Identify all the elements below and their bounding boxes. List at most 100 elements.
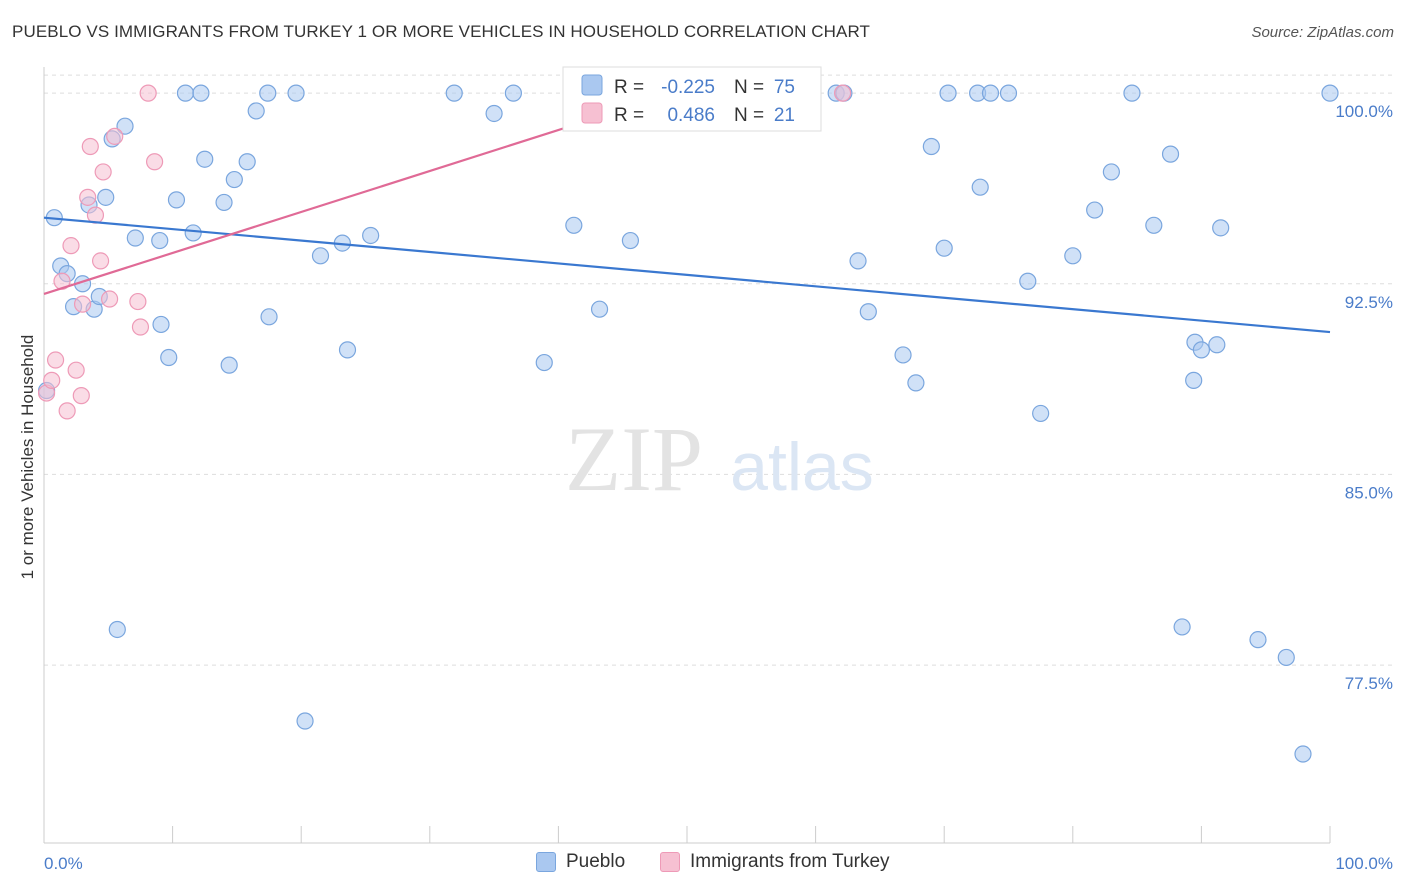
pueblo-point bbox=[535, 353, 553, 372]
pueblo-point bbox=[1208, 336, 1226, 354]
pueblo-point bbox=[1064, 247, 1082, 265]
legend-label: Immigrants from Turkey bbox=[690, 851, 890, 872]
pueblo-point bbox=[922, 137, 940, 156]
x-tick-label: 0.0% bbox=[44, 854, 83, 873]
y-tick-label: 92.5% bbox=[1345, 293, 1393, 312]
source-label: Source: ZipAtlas.com bbox=[1251, 24, 1394, 41]
pueblo-point bbox=[849, 252, 867, 270]
pueblo-point bbox=[1032, 404, 1050, 423]
chart-title: PUEBLO VS IMMIGRANTS FROM TURKEY 1 OR MO… bbox=[12, 22, 871, 41]
watermark-atlas: atlas bbox=[730, 429, 874, 505]
pueblo-point bbox=[152, 315, 170, 334]
pueblo-trend-line bbox=[43, 216, 1331, 334]
stats-n-value: 21 bbox=[774, 105, 795, 126]
pueblo-point bbox=[259, 84, 277, 102]
pueblo-point bbox=[296, 712, 314, 730]
pueblo-point bbox=[859, 303, 877, 321]
pueblo-point bbox=[1145, 216, 1163, 234]
pueblo-point bbox=[981, 84, 1000, 102]
y-tick-label: 85.0% bbox=[1345, 483, 1393, 502]
legend-item-turkey[interactable]: Immigrants from Turkey bbox=[660, 851, 890, 873]
stats-box-frame bbox=[562, 66, 822, 132]
pueblo-point bbox=[445, 84, 463, 102]
turkey-point bbox=[46, 351, 65, 369]
stats-box: R = -0.225 N = 75 R = 0.486 N = 21 bbox=[562, 66, 822, 132]
turkey-point bbox=[131, 318, 150, 336]
pueblo-point bbox=[97, 188, 115, 206]
pueblo-point bbox=[1123, 84, 1141, 102]
pueblo-point bbox=[225, 170, 243, 189]
pueblo-point bbox=[1019, 272, 1037, 290]
turkey-point bbox=[79, 188, 97, 206]
pueblo-point bbox=[151, 231, 169, 250]
pueblo-point bbox=[108, 620, 126, 639]
turkey-point bbox=[94, 163, 112, 181]
stats-swatch-turkey bbox=[581, 102, 603, 124]
stats-n-label: N = bbox=[734, 105, 764, 126]
pueblo-point bbox=[1192, 341, 1211, 359]
pueblo-point bbox=[894, 346, 912, 364]
stats-r-label: R = bbox=[614, 105, 644, 126]
pueblo-point bbox=[196, 150, 214, 168]
turkey-point bbox=[834, 84, 852, 102]
legend-item-pueblo[interactable]: Pueblo bbox=[536, 851, 625, 873]
x-tick-labels: 0.0% 100.0% bbox=[44, 854, 1393, 873]
stats-n-label: N = bbox=[734, 77, 764, 98]
pueblo-point bbox=[176, 84, 195, 102]
pueblo-point bbox=[215, 193, 233, 212]
turkey-point bbox=[72, 387, 90, 405]
stats-n-value: 75 bbox=[774, 77, 795, 98]
stats-r-value: -0.225 bbox=[661, 77, 715, 98]
pueblo-point bbox=[935, 239, 953, 257]
pueblo-point bbox=[590, 300, 609, 318]
pueblo-point bbox=[1212, 219, 1230, 237]
pueblo-point bbox=[116, 117, 134, 135]
pueblo-point bbox=[238, 153, 256, 171]
turkey-point bbox=[129, 292, 147, 311]
pueblo-point bbox=[1249, 631, 1267, 649]
turkey-point bbox=[62, 237, 80, 255]
pueblo-point bbox=[621, 231, 640, 250]
pueblo-point bbox=[1294, 745, 1312, 763]
turkey-point bbox=[139, 84, 157, 102]
pueblo-point bbox=[338, 341, 357, 359]
pueblo-point bbox=[160, 348, 178, 367]
pueblo-point bbox=[167, 191, 186, 209]
turkey-point bbox=[73, 295, 92, 313]
pueblo-point bbox=[362, 226, 380, 245]
y-axis-label: 1 or more Vehicles in Household bbox=[18, 335, 37, 580]
pueblo-point bbox=[504, 84, 522, 102]
pueblo-point bbox=[260, 308, 278, 326]
y-tick-label: 77.5% bbox=[1345, 674, 1393, 693]
y-tick-label: 100.0% bbox=[1335, 102, 1393, 121]
pueblo-point bbox=[971, 178, 989, 196]
legend-swatch-turkey bbox=[660, 852, 680, 872]
x-tick-label: 100.0% bbox=[1335, 854, 1393, 873]
turkey-point bbox=[58, 402, 76, 420]
pueblo-point bbox=[184, 224, 202, 242]
legend-swatch-pueblo bbox=[536, 852, 556, 872]
turkey-point bbox=[106, 127, 124, 145]
turkey-point bbox=[100, 290, 119, 308]
pueblo-point bbox=[126, 229, 144, 247]
pueblo-point bbox=[485, 104, 503, 123]
stats-swatch-pueblo bbox=[581, 74, 603, 96]
turkey-points bbox=[37, 84, 852, 420]
turkey-point bbox=[145, 153, 164, 171]
pueblo-point bbox=[247, 102, 265, 120]
pueblo-points bbox=[37, 84, 1339, 763]
pueblo-point bbox=[1161, 145, 1180, 163]
axes bbox=[43, 67, 1331, 844]
pueblo-point bbox=[1173, 618, 1191, 636]
pueblo-point bbox=[999, 84, 1018, 102]
pueblo-point bbox=[311, 247, 330, 265]
turkey-point bbox=[81, 137, 99, 156]
pueblo-point bbox=[939, 84, 957, 102]
pueblo-point bbox=[1086, 201, 1104, 219]
turkey-point bbox=[91, 252, 110, 270]
pueblo-point bbox=[1185, 371, 1203, 389]
pueblo-point bbox=[565, 216, 583, 234]
stats-r-label: R = bbox=[614, 77, 644, 98]
stats-r-value: 0.486 bbox=[667, 105, 715, 126]
